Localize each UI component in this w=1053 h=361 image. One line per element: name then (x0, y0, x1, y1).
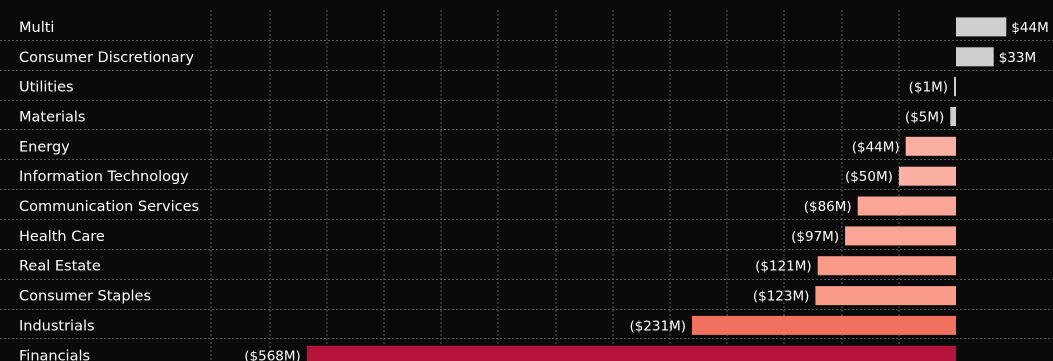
category-label: Real Estate (19, 259, 101, 275)
category-label: Utilities (19, 80, 74, 96)
category-labels: Multi Consumer Discretionary Utilities Mate… (19, 20, 199, 361)
bar (857, 196, 956, 216)
value-label: ($231M) (629, 318, 686, 334)
category-label: Consumer Staples (19, 289, 151, 305)
category-label: Communication Services (19, 199, 199, 215)
category-label: Energy (19, 139, 70, 155)
value-label: ($97M) (791, 229, 839, 245)
bar (306, 345, 956, 361)
value-label: ($5M) (905, 110, 944, 126)
value-label: ($1M) (909, 80, 948, 96)
value-label: ($121M) (755, 259, 812, 275)
bar (950, 107, 956, 126)
grid-lines (0, 10, 1053, 361)
category-label: Multi (19, 20, 54, 36)
bar (692, 315, 956, 335)
bar (815, 286, 956, 306)
category-label: Materials (19, 110, 85, 126)
category-label: Industrials (19, 318, 95, 334)
bar (905, 136, 956, 156)
category-label: Financials (19, 348, 90, 361)
value-label: ($50M) (845, 169, 893, 185)
bar (956, 47, 994, 67)
value-labels: $44M $33M ($1M) ($5M) ($44M) ($50M) ($86M) ($97… (244, 20, 1048, 361)
bar (845, 226, 956, 246)
bars (306, 17, 1007, 361)
bar (954, 77, 956, 97)
category-label: Information Technology (19, 169, 189, 185)
bar (956, 17, 1007, 37)
value-label: ($44M) (852, 139, 900, 155)
value-label: $44M (1011, 20, 1048, 36)
value-label: ($86M) (804, 199, 852, 215)
category-label: Consumer Discretionary (19, 50, 194, 66)
value-label: ($123M) (753, 289, 810, 305)
bar (817, 256, 956, 276)
bar (898, 166, 956, 186)
value-label: ($568M) (244, 348, 301, 361)
value-label: $33M (999, 50, 1036, 66)
category-label: Health Care (19, 229, 105, 245)
